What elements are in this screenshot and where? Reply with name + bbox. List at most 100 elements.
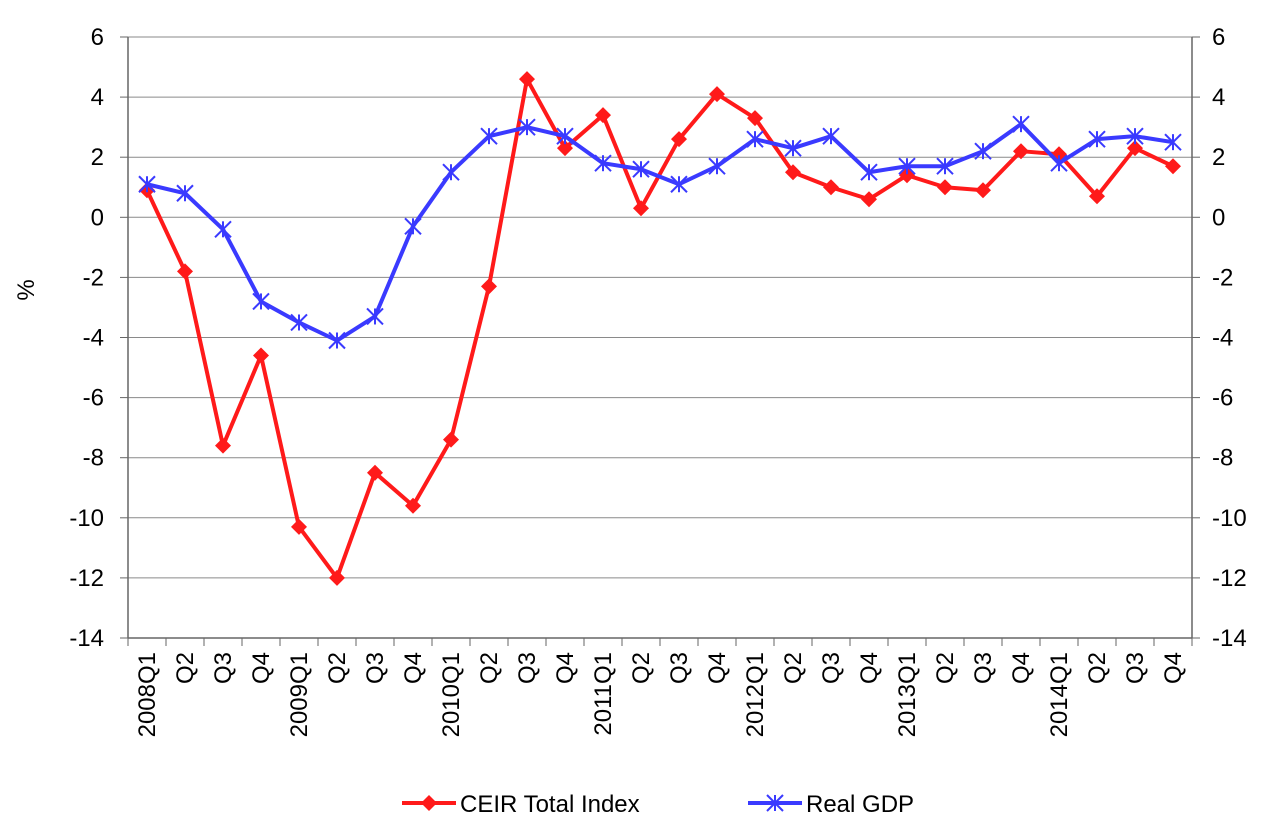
y-tick-label-left: -14	[69, 625, 104, 652]
y-tick-label-right: -2	[1212, 264, 1233, 291]
legend-marker-real-gdp	[766, 794, 784, 812]
y-tick-label-left: 6	[91, 24, 104, 51]
x-tick-label: Q4	[552, 652, 579, 684]
data-point-ceir-total-index	[1089, 188, 1105, 205]
data-point-ceir-total-index	[367, 464, 383, 481]
x-tick-label: Q2	[1084, 652, 1111, 684]
data-point-real-gdp	[556, 127, 574, 145]
y-tick-label-left: -6	[83, 385, 104, 412]
data-point-ceir-total-index	[481, 278, 497, 295]
y-tick-label-left: -10	[69, 505, 104, 532]
data-point-real-gdp	[746, 130, 764, 148]
data-point-ceir-total-index	[747, 110, 763, 127]
y-tick-label-right: -10	[1212, 505, 1247, 532]
x-axis-labels: 2008Q1 Q2 Q3 Q4 2009Q1 Q2 Q3 Q4 2010Q1 Q2 Q3 Q4 2011…	[134, 652, 1187, 737]
series-line-ceir-total-index	[145, 77, 1174, 580]
series-line-real-gdp	[146, 122, 1174, 343]
series-real-gdp	[138, 115, 1182, 350]
y-tick-label-left: 2	[91, 144, 104, 171]
data-point-real-gdp	[176, 184, 194, 202]
y-axis-left-labels: 6 4 2 0 -2 -4 -6 -8 -10 -12 -14	[69, 24, 104, 652]
data-point-real-gdp	[936, 157, 954, 175]
data-point-real-gdp	[1126, 127, 1144, 145]
legend-marker-ceir-total-index	[421, 795, 437, 811]
x-tick-label: Q4	[1160, 652, 1187, 684]
data-point-real-gdp	[290, 313, 308, 332]
y-tick-label-right: 6	[1212, 24, 1225, 51]
y-tick-label-left: -2	[83, 264, 104, 291]
x-tick-label: 2010Q1	[438, 652, 465, 737]
y-tick-label-right: 4	[1212, 84, 1225, 111]
data-point-ceir-total-index	[215, 437, 231, 454]
axes	[120, 36, 1200, 646]
data-point-ceir-total-index	[253, 347, 269, 364]
data-point-real-gdp	[480, 127, 498, 145]
y-tick-label-right: -12	[1212, 565, 1247, 592]
y-tick-label-left: -12	[69, 565, 104, 592]
data-point-real-gdp	[252, 292, 270, 311]
x-tick-label: 2013Q1	[894, 652, 921, 737]
x-tick-label: Q3	[970, 652, 997, 684]
legend-label-ceir-total-index: CEIR Total Index	[460, 791, 640, 818]
data-point-ceir-total-index	[595, 107, 611, 124]
data-point-ceir-total-index	[709, 86, 725, 103]
data-point-real-gdp	[860, 163, 878, 181]
x-tick-label: Q3	[1122, 652, 1149, 684]
data-point-ceir-total-index	[329, 569, 345, 586]
data-point-real-gdp	[1050, 154, 1068, 172]
data-point-real-gdp	[632, 160, 650, 178]
gridlines	[128, 36, 1192, 639]
data-point-real-gdp	[442, 163, 460, 181]
data-point-real-gdp	[822, 127, 840, 145]
data-point-real-gdp	[974, 142, 992, 160]
data-point-real-gdp	[138, 175, 156, 193]
legend-item-ceir-total-index: CEIR Total Index	[402, 791, 640, 818]
x-tick-label: Q2	[780, 652, 807, 684]
data-point-real-gdp	[214, 220, 232, 239]
x-tick-label: 2009Q1	[286, 652, 313, 737]
data-point-real-gdp	[1164, 133, 1182, 151]
x-tick-label: Q3	[362, 652, 389, 684]
x-tick-label: Q2	[324, 652, 351, 684]
x-tick-label: 2014Q1	[1046, 652, 1073, 737]
legend: CEIR Total Index Real GDP	[402, 791, 914, 818]
data-point-ceir-total-index	[519, 71, 535, 88]
data-point-real-gdp	[1012, 115, 1030, 133]
x-tick-label: Q2	[932, 652, 959, 684]
data-point-ceir-total-index	[405, 497, 421, 514]
data-point-real-gdp	[708, 157, 726, 175]
x-tick-label: 2012Q1	[742, 652, 769, 737]
y-tick-label-right: 0	[1212, 204, 1225, 231]
data-point-ceir-total-index	[177, 263, 193, 280]
x-tick-label: Q4	[1008, 652, 1035, 684]
y-tick-label-left: -8	[83, 445, 104, 472]
data-point-real-gdp	[594, 154, 612, 172]
data-point-ceir-total-index	[1165, 158, 1181, 175]
y-tick-label-right: -6	[1212, 385, 1233, 412]
legend-item-real-gdp: Real GDP	[748, 791, 914, 818]
data-point-real-gdp	[784, 139, 802, 157]
y-tick-label-right: 2	[1212, 144, 1225, 171]
data-point-ceir-total-index	[823, 179, 839, 196]
x-tick-label: Q3	[514, 652, 541, 684]
y-axis-title: %	[13, 279, 40, 300]
y-tick-label-right: -8	[1212, 445, 1233, 472]
data-point-ceir-total-index	[937, 179, 953, 196]
x-tick-label: Q2	[172, 652, 199, 684]
x-tick-label: Q2	[476, 652, 503, 684]
data-point-real-gdp	[1088, 130, 1106, 148]
x-tick-label: Q4	[248, 652, 275, 684]
legend-label-real-gdp: Real GDP	[806, 791, 914, 818]
data-point-ceir-total-index	[785, 164, 801, 181]
data-point-ceir-total-index	[1127, 140, 1143, 157]
x-tick-label: 2008Q1	[134, 652, 161, 737]
x-tick-label: Q3	[818, 652, 845, 684]
data-point-real-gdp	[898, 157, 916, 175]
data-point-real-gdp	[670, 175, 688, 193]
y-tick-label-right: -14	[1212, 625, 1247, 652]
data-point-ceir-total-index	[1013, 143, 1029, 160]
data-point-ceir-total-index	[443, 431, 459, 448]
y-tick-label-left: 4	[91, 84, 104, 111]
